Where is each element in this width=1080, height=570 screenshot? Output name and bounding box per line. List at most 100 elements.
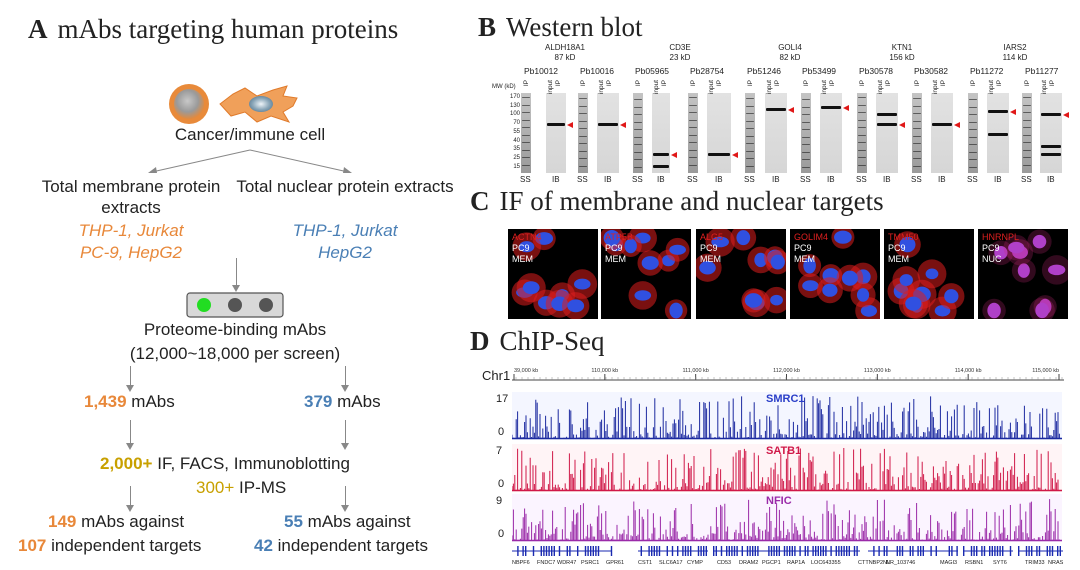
- blot-lane-ss: [633, 93, 643, 173]
- gene-exon: [1049, 546, 1051, 556]
- blot-band: [802, 99, 810, 100]
- if-nucleus: [574, 278, 591, 290]
- blot-band: [913, 150, 921, 152]
- gene-exon: [994, 546, 996, 556]
- if-tile-loc: NUC: [982, 254, 1002, 264]
- gene-label: RSBN1: [965, 560, 984, 566]
- if-nucleus: [736, 230, 751, 246]
- if-nucleus: [744, 293, 763, 308]
- gene-exon: [812, 546, 814, 556]
- lane-label-ip: IP: [747, 80, 754, 87]
- blot-lane-ib: [931, 93, 953, 173]
- ipms-text: IP-MS: [239, 478, 287, 497]
- gene-exon: [817, 546, 819, 556]
- if-nucleus: [834, 230, 852, 244]
- track-max-label: 7: [496, 445, 503, 457]
- panel-d-title: D ChIP-Seq: [470, 326, 605, 357]
- if-tile-cell: PC9: [888, 243, 906, 253]
- blot-band: [522, 134, 530, 136]
- gene-exon: [835, 546, 837, 556]
- gene-exon: [970, 546, 973, 556]
- target-band-arrow: [1010, 109, 1016, 115]
- gene-label: MAGI3: [940, 560, 958, 566]
- lane-label-ip: IP: [555, 80, 562, 87]
- gene-label: SYT6: [993, 560, 1007, 566]
- gene-exon: [838, 546, 840, 556]
- right-count-line: 379 mAbs: [304, 392, 381, 412]
- blot-band: [858, 142, 866, 143]
- pb-id: Pb11277: [1025, 66, 1059, 76]
- lane-foot-ib: IB: [604, 175, 612, 184]
- mw-mark: 55: [513, 128, 520, 135]
- blot-band: [932, 123, 952, 126]
- right-count-unit: mAbs: [337, 392, 381, 411]
- left-final-line: 149 mAbs against: [48, 512, 184, 532]
- blot-band: [802, 106, 810, 108]
- gene-label: SLC6A17: [659, 560, 683, 566]
- gene-exon: [597, 546, 600, 556]
- if-nucleus: [770, 254, 785, 270]
- blot-band: [969, 114, 977, 115]
- membrane-title: Total membrane protein extracts: [41, 177, 221, 217]
- blot-band: [1023, 164, 1031, 166]
- gene-exon: [532, 546, 535, 556]
- if-tile: ACTN4 PC9 MEM: [508, 229, 598, 319]
- gene-exon: [700, 546, 702, 556]
- if-tile: ALG5 PC9 MEM: [696, 229, 786, 319]
- gene-exon: [684, 546, 687, 556]
- lane-label-ip: IP: [1049, 80, 1056, 87]
- if-tile-target: ATP5B: [605, 232, 633, 242]
- lane-label-input: input: [821, 80, 828, 95]
- lane-label-ip: IP: [859, 80, 866, 87]
- gene-exon: [783, 546, 786, 556]
- panel-b-title-text: Western blot: [506, 12, 643, 42]
- gene-exon: [690, 546, 692, 556]
- blot-band: [579, 143, 587, 144]
- gene-goli4: GOLI4 82 kD: [760, 43, 820, 63]
- left-final-count: 149: [48, 512, 77, 531]
- blot-band: [522, 97, 530, 98]
- gene-exon: [920, 546, 922, 556]
- blot-band: [746, 135, 754, 137]
- gene-label: RAP1A: [787, 560, 806, 566]
- lane-foot-ss: SS: [1021, 175, 1032, 184]
- blot-band: [821, 106, 841, 109]
- if-tile-loc: MEM: [888, 254, 909, 264]
- gene-exon: [807, 546, 809, 556]
- gene-exon: [1031, 546, 1033, 556]
- split-arrows: [148, 149, 352, 173]
- gene-label: CYMP: [687, 560, 703, 566]
- lane-label-input: input: [988, 80, 995, 95]
- gene-exon: [770, 546, 773, 556]
- gene-exon: [517, 546, 519, 556]
- blot-band: [969, 151, 977, 153]
- target-band-arrow: [671, 152, 677, 158]
- gene-exon: [757, 546, 759, 556]
- blot-lane-ss: [745, 93, 755, 173]
- gene-exon: [705, 546, 707, 556]
- mw-mark: 35: [513, 146, 520, 153]
- if-nucleus: [860, 305, 878, 317]
- if-nucleus: [754, 252, 768, 268]
- track-min-label: 0: [498, 426, 505, 438]
- gene-exon: [773, 546, 775, 556]
- arrow-right-1: [341, 366, 349, 392]
- blot-band: [689, 104, 697, 106]
- validation-count: 2,000+: [100, 454, 153, 473]
- gene-cd3e: CD3E 23 kD: [650, 43, 710, 63]
- blot-band: [969, 159, 977, 160]
- if-nucleus: [899, 274, 913, 286]
- lane-foot-ss: SS: [520, 175, 531, 184]
- lane-foot-ib: IB: [938, 175, 946, 184]
- gene-annotation-track: [512, 546, 1063, 556]
- gene-aldh18a1: ALDH18A1 87 kD: [535, 43, 595, 63]
- blot-band: [522, 164, 530, 166]
- gene-exon: [749, 546, 751, 556]
- if-nucleus: [669, 302, 683, 319]
- mw-mark: 15: [513, 163, 520, 170]
- gene-exon: [1025, 546, 1028, 556]
- gene-exon: [682, 546, 684, 556]
- gene-exon: [846, 546, 848, 556]
- blot-band: [522, 127, 530, 128]
